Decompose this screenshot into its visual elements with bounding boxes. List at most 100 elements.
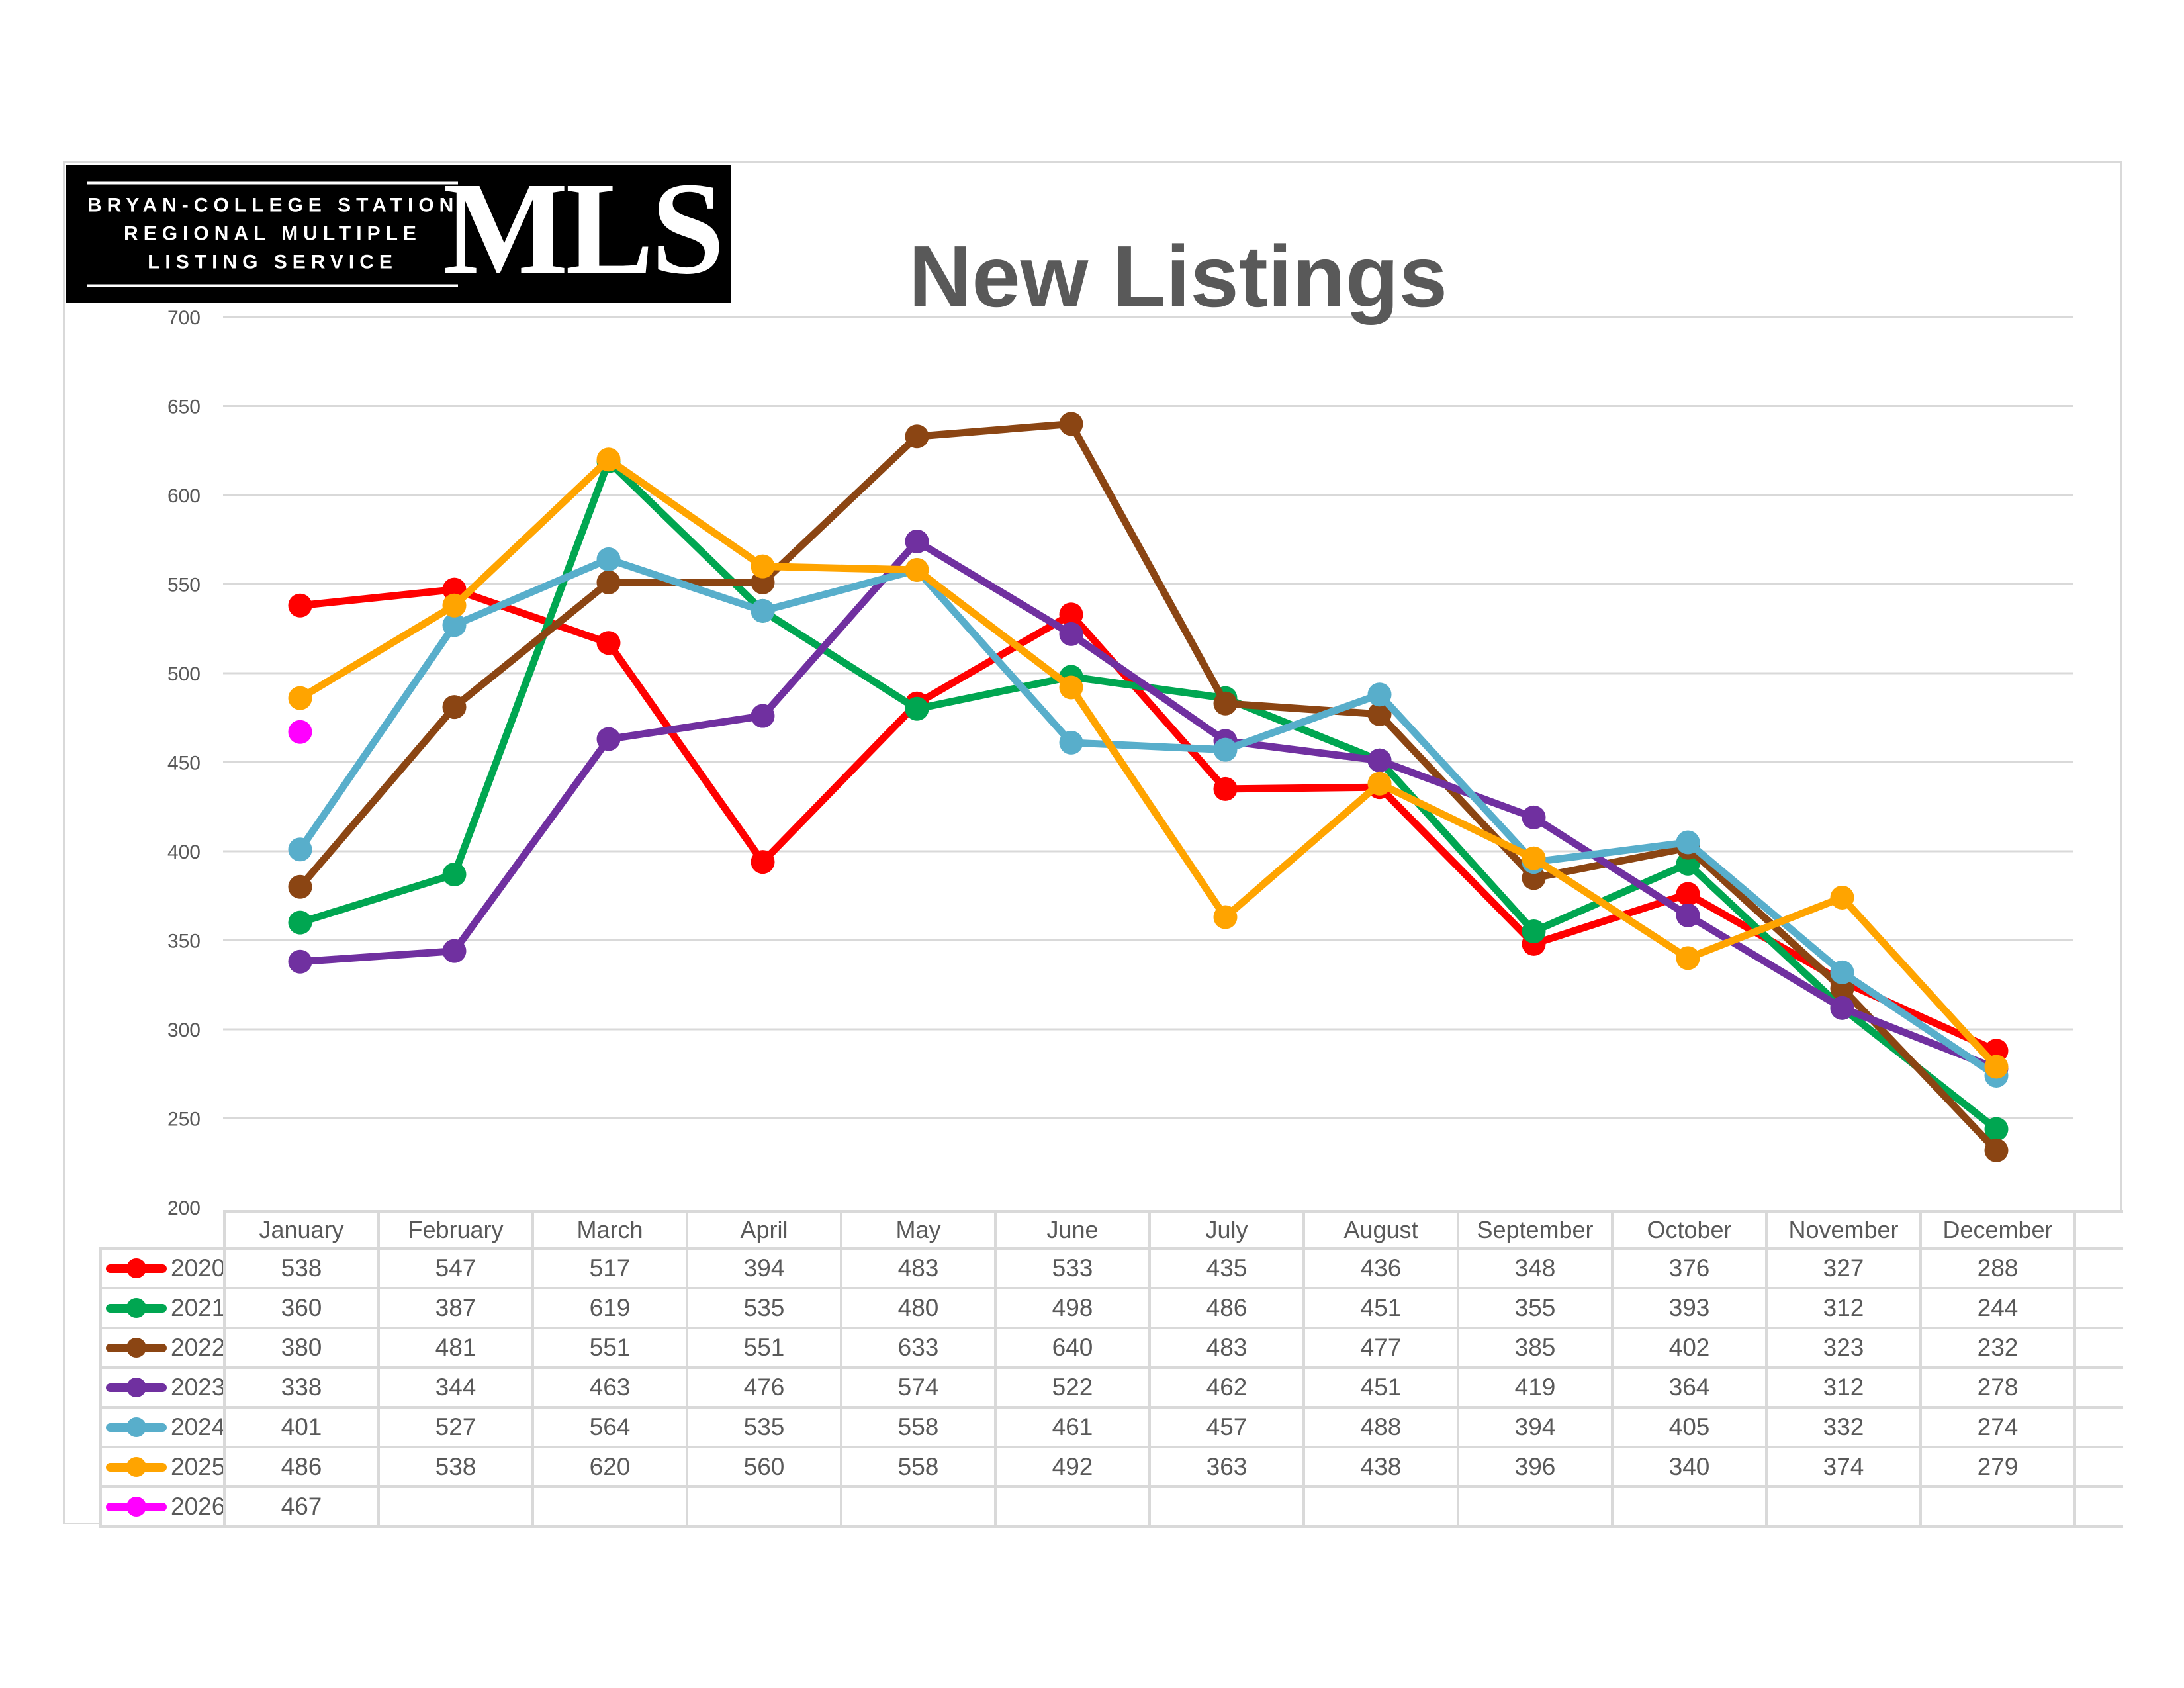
value-cell-2021-august: 451 xyxy=(1302,1287,1459,1329)
value-cell-2022-may: 633 xyxy=(840,1327,997,1369)
value-cell-2022-august: 477 xyxy=(1302,1327,1459,1369)
filler-cell xyxy=(2073,1485,2123,1528)
legend-marker-icon xyxy=(106,1335,167,1361)
year-label: 2024 xyxy=(171,1413,224,1440)
series-2024 xyxy=(288,547,2009,1088)
value-cell-2023-january: 338 xyxy=(223,1366,380,1409)
month-header-september: September xyxy=(1457,1210,1614,1250)
series-2022 xyxy=(288,412,2009,1162)
series-line-2022 xyxy=(296,420,2000,1154)
table-row-2026: 2026 467 xyxy=(99,1485,2123,1528)
value-cell-2023-july: 462 xyxy=(1148,1366,1305,1409)
mls-logo-text: BRYAN-COLLEGE STATION REGIONAL MULTIPLE … xyxy=(87,181,459,287)
data-point-2023 xyxy=(905,529,929,553)
data-point-2025 xyxy=(596,447,621,472)
filler-cell xyxy=(2073,1287,2123,1329)
data-table: January February March April May June July Augu… xyxy=(99,1210,2123,1528)
series-line-2024 xyxy=(296,555,2000,1080)
value-cell-2020-july: 435 xyxy=(1148,1247,1305,1289)
filler-cell xyxy=(2073,1247,2123,1289)
month-header-january: January xyxy=(223,1210,380,1250)
data-point-2025 xyxy=(1367,771,1392,796)
data-point-2022 xyxy=(1213,691,1238,716)
value-cell-2020-august: 436 xyxy=(1302,1247,1459,1289)
value-cell-2024-april: 535 xyxy=(686,1406,842,1448)
value-cell-2024-february: 527 xyxy=(377,1406,534,1448)
value-cell-2023-december: 278 xyxy=(1919,1366,2076,1409)
value-cell-2021-january: 360 xyxy=(223,1287,380,1329)
data-point-2020 xyxy=(1676,882,1700,906)
value-cell-2022-march: 551 xyxy=(531,1327,688,1369)
data-point-2022 xyxy=(1059,412,1083,436)
value-cell-2020-april: 394 xyxy=(686,1247,842,1289)
value-cell-2026-february xyxy=(377,1485,534,1528)
value-cell-2022-september: 385 xyxy=(1457,1327,1614,1369)
logo-line-1: BRYAN-COLLEGE STATION xyxy=(87,194,459,216)
data-point-2024 xyxy=(1213,737,1238,762)
value-cell-2026-january: 467 xyxy=(223,1485,380,1528)
filler-header-cell xyxy=(2073,1210,2123,1250)
chart-title: New Listings xyxy=(908,228,1448,325)
value-cell-2024-december: 274 xyxy=(1919,1406,2076,1448)
legend-cell-2022: 2022 xyxy=(99,1327,226,1369)
year-label: 2025 xyxy=(171,1453,224,1480)
legend-marker-icon xyxy=(106,1295,167,1321)
data-point-2021 xyxy=(905,696,929,721)
series-2021 xyxy=(288,449,2009,1141)
data-point-2023 xyxy=(1522,805,1546,829)
data-point-2022 xyxy=(596,570,621,594)
value-cell-2020-march: 517 xyxy=(531,1247,688,1289)
data-point-2025 xyxy=(442,593,467,618)
legend-cell-2026: 2026 xyxy=(99,1485,226,1528)
y-axis-label-250: 250 xyxy=(167,1109,201,1131)
legend-marker-icon xyxy=(106,1374,167,1401)
table-row-2025: 2025 486 538 620 560 558 492 363 438 396 340 374 279 xyxy=(99,1446,2123,1488)
value-cell-2020-november: 327 xyxy=(1765,1247,1922,1289)
value-cell-2022-december: 232 xyxy=(1919,1327,2076,1369)
value-cell-2024-november: 332 xyxy=(1765,1406,1922,1448)
filler-cell xyxy=(2073,1406,2123,1448)
y-axis-label-500: 500 xyxy=(167,663,201,685)
legend-header-cell xyxy=(101,1211,226,1250)
value-cell-2020-june: 533 xyxy=(994,1247,1151,1289)
value-cell-2024-march: 564 xyxy=(531,1406,688,1448)
value-cell-2023-october: 364 xyxy=(1611,1366,1768,1409)
value-cell-2021-february: 387 xyxy=(377,1287,534,1329)
legend-marker-icon xyxy=(106,1414,167,1440)
value-cell-2024-august: 488 xyxy=(1302,1406,1459,1448)
value-cell-2021-december: 244 xyxy=(1919,1287,2076,1329)
month-header-december: December xyxy=(1919,1210,2076,1250)
filler-cell xyxy=(2073,1327,2123,1369)
value-cell-2025-july: 363 xyxy=(1148,1446,1305,1488)
value-cell-2026-september xyxy=(1457,1485,1614,1528)
data-point-2021 xyxy=(1522,919,1546,944)
month-header-august: August xyxy=(1302,1210,1459,1250)
mls-logo: BRYAN-COLLEGE STATION REGIONAL MULTIPLE … xyxy=(66,163,731,303)
value-cell-2022-january: 380 xyxy=(223,1327,380,1369)
data-point-2023 xyxy=(1367,748,1392,773)
data-point-2024 xyxy=(1367,682,1392,707)
data-point-2025 xyxy=(1522,846,1546,870)
value-cell-2022-october: 402 xyxy=(1611,1327,1768,1369)
data-point-2025 xyxy=(905,557,929,582)
table-row-2024: 2024 401 527 564 535 558 461 457 488 394 405 332 274 xyxy=(99,1406,2123,1448)
data-point-2025 xyxy=(1213,905,1238,929)
value-cell-2021-june: 498 xyxy=(994,1287,1151,1329)
value-cell-2025-september: 396 xyxy=(1457,1446,1614,1488)
legend-cell-2020: 2020 xyxy=(99,1247,226,1289)
data-point-2023 xyxy=(288,949,312,974)
value-cell-2026-april xyxy=(686,1485,842,1528)
value-cell-2025-november: 374 xyxy=(1765,1446,1922,1488)
value-cell-2025-february: 538 xyxy=(377,1446,534,1488)
value-cell-2020-september: 348 xyxy=(1457,1247,1614,1289)
value-cell-2023-june: 522 xyxy=(994,1366,1151,1409)
data-point-2022 xyxy=(288,874,312,899)
data-point-2023 xyxy=(596,727,621,751)
legend-cell-2025: 2025 xyxy=(99,1446,226,1488)
table-row-2023: 2023 338 344 463 476 574 522 462 451 419 364 312 278 xyxy=(99,1366,2123,1409)
value-cell-2021-november: 312 xyxy=(1765,1287,1922,1329)
value-cell-2026-june xyxy=(994,1485,1151,1528)
value-cell-2021-april: 535 xyxy=(686,1287,842,1329)
value-cell-2021-september: 355 xyxy=(1457,1287,1614,1329)
